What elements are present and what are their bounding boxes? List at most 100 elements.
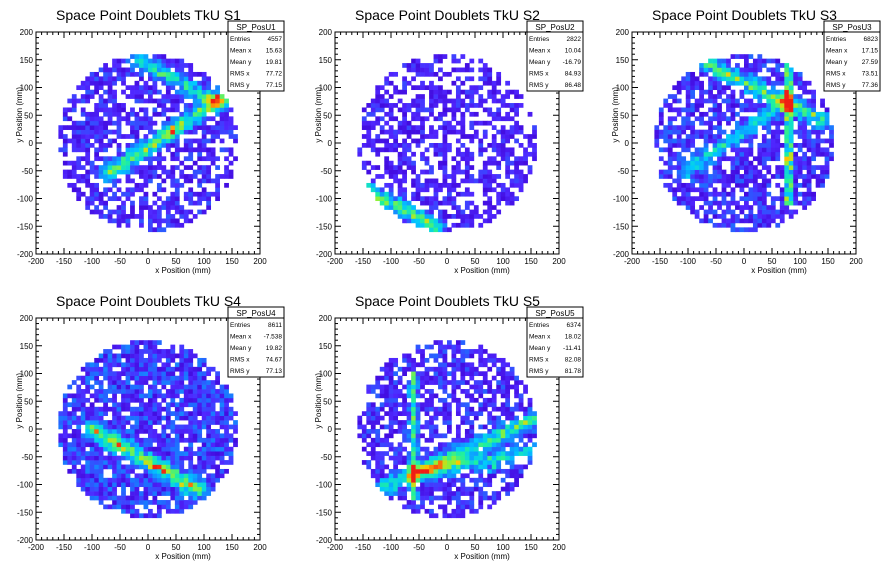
heatmap-cell — [125, 464, 131, 470]
heatmap-cell — [393, 468, 399, 474]
heatmap-cell — [206, 442, 212, 448]
heatmap-cell — [397, 402, 403, 408]
heatmap-cell — [215, 125, 220, 130]
heatmap-cell — [174, 209, 180, 215]
heatmap-cell — [672, 156, 678, 162]
heatmap-cell — [188, 67, 194, 73]
heatmap-cell — [766, 89, 772, 95]
heatmap-cell — [143, 420, 149, 425]
heatmap-cell — [797, 107, 803, 113]
heatmap-cell — [174, 446, 180, 452]
heatmap-cell — [438, 384, 443, 390]
heatmap-cell — [712, 187, 718, 193]
heatmap-cell — [98, 380, 104, 385]
heatmap-cell — [411, 508, 416, 514]
heatmap-cell — [748, 205, 754, 210]
heatmap-cell — [107, 138, 113, 144]
heatmap-cell — [717, 134, 722, 139]
heatmap-cell — [726, 209, 731, 215]
heatmap-cell — [388, 80, 394, 86]
heatmap-cell — [179, 451, 185, 456]
heatmap-cell — [80, 165, 86, 170]
y-tick-label: 200 — [319, 28, 333, 37]
heatmap-cell — [188, 107, 194, 113]
heatmap-cell — [361, 125, 367, 130]
heatmap-cell — [130, 349, 135, 354]
heatmap-cell — [98, 143, 104, 148]
heatmap-cell — [532, 134, 537, 139]
heatmap-cell — [406, 380, 412, 385]
heatmap-cell — [779, 80, 785, 86]
heatmap-cell — [694, 85, 700, 91]
heatmap-cell — [793, 98, 799, 104]
heatmap-cell — [393, 482, 399, 488]
heatmap-cell — [482, 191, 488, 197]
heatmap-cell — [384, 80, 390, 86]
heatmap-cell — [438, 227, 443, 233]
heatmap-cell — [509, 129, 515, 135]
heatmap-cell — [125, 156, 131, 162]
heatmap-cell — [228, 151, 234, 157]
heatmap-cell — [752, 85, 758, 91]
heatmap-cell — [143, 477, 149, 483]
stats-row-label: Mean x — [230, 334, 252, 341]
heatmap-cell — [112, 174, 117, 179]
heatmap-cell — [393, 89, 399, 95]
heatmap-cell — [148, 455, 153, 461]
heatmap-cell — [179, 111, 185, 117]
heatmap-cell — [125, 508, 131, 514]
heatmap-cell — [429, 353, 434, 359]
heatmap-cell — [712, 174, 718, 179]
x-tick-label: 150 — [524, 257, 538, 266]
heatmap-cell — [406, 143, 412, 148]
heatmap-cell — [455, 58, 461, 64]
heatmap-cell — [730, 156, 736, 162]
heatmap-cell — [532, 129, 537, 135]
heatmap-cell — [455, 85, 461, 91]
heatmap-cell — [518, 160, 524, 166]
heatmap-cell — [107, 477, 113, 483]
heatmap-cell — [433, 451, 439, 456]
heatmap-cell — [438, 165, 443, 170]
heatmap-cell — [788, 103, 794, 108]
heatmap-cell — [500, 134, 506, 139]
heatmap-cell — [130, 504, 135, 510]
heatmap-cell — [757, 191, 763, 197]
heatmap-cell — [757, 143, 763, 148]
heatmap-cell — [770, 138, 776, 144]
heatmap-cell — [143, 402, 149, 408]
heatmap-cell — [712, 209, 718, 215]
heatmap-cell — [815, 174, 821, 179]
heatmap-cell — [174, 94, 180, 99]
heatmap-cell — [514, 138, 519, 144]
heatmap-cell — [744, 178, 749, 184]
heatmap-cell — [699, 151, 704, 157]
heatmap-cell — [379, 482, 385, 488]
heatmap-cell — [744, 174, 749, 179]
heatmap-cell — [188, 209, 194, 215]
heatmap-cell — [165, 147, 171, 153]
heatmap-cell — [98, 147, 104, 153]
heatmap-cell — [228, 120, 234, 126]
heatmap-cell — [744, 138, 749, 144]
heatmap-cell — [121, 504, 126, 510]
heatmap-cell — [201, 76, 207, 82]
heatmap-cell — [676, 129, 682, 135]
heatmap-cell — [143, 442, 149, 448]
heatmap-cell — [165, 349, 171, 354]
heatmap-cell — [116, 187, 122, 193]
heatmap-cell — [788, 120, 794, 126]
heatmap-cell — [112, 107, 117, 113]
heatmap-cell — [197, 486, 203, 492]
heatmap-cell — [775, 129, 781, 135]
heatmap-cell — [438, 380, 443, 385]
heatmap-cell — [802, 205, 808, 210]
heatmap-cell — [455, 94, 461, 99]
heatmap-cell — [148, 116, 153, 122]
heatmap-cell — [125, 500, 131, 505]
heatmap-cell — [130, 147, 135, 153]
heatmap-cell — [442, 143, 448, 148]
heatmap-cell — [717, 222, 722, 228]
heatmap-cell — [112, 451, 117, 456]
